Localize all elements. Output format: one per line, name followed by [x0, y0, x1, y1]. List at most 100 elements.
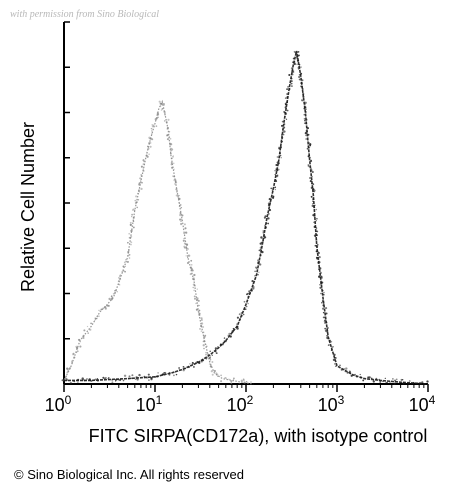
- isotype-data-point: [208, 363, 211, 365]
- sirpa-data-point: [264, 224, 267, 227]
- isotype-data-point: [66, 371, 69, 374]
- sirpa-data-point: [328, 339, 332, 342]
- sirpa-data-point: [293, 60, 296, 64]
- sirpa-data-point: [277, 168, 280, 171]
- sirpa-data-point: [297, 51, 300, 53]
- sirpa-data-point: [286, 101, 289, 104]
- sirpa-data-point: [252, 285, 255, 289]
- isotype-data-point: [67, 370, 70, 373]
- x-tick-label: 103: [318, 393, 345, 415]
- isotype-data-point: [186, 261, 190, 265]
- isotype-data-point: [118, 277, 122, 281]
- sirpa-data-point: [316, 230, 319, 233]
- isotype-data-point: [128, 248, 130, 251]
- sirpa-data-point: [311, 169, 313, 171]
- sirpa-data-point: [314, 244, 317, 247]
- sirpa-data-point: [271, 189, 274, 192]
- sirpa-data-point: [297, 54, 300, 57]
- sirpa-data-point: [154, 375, 157, 378]
- sirpa-data-point: [315, 250, 318, 253]
- sirpa-data-point: [115, 378, 117, 381]
- isotype-data-point: [175, 180, 177, 182]
- sirpa-data-point: [259, 248, 262, 251]
- sirpa-data-point: [306, 147, 309, 150]
- sirpa-data-point: [319, 284, 321, 286]
- sirpa-data-point: [305, 108, 307, 110]
- sirpa-data-point: [260, 236, 263, 239]
- isotype-data-point: [167, 118, 170, 121]
- sirpa-data-point: [318, 255, 321, 259]
- sirpa-data-point: [252, 287, 255, 290]
- isotype-data-point: [165, 121, 168, 124]
- isotype-data-point: [179, 218, 182, 221]
- isotype-data-point: [202, 325, 205, 329]
- isotype-data-point: [161, 102, 164, 105]
- isotype-data-point: [211, 361, 214, 363]
- sirpa-data-point: [77, 381, 79, 383]
- sirpa-data-point: [319, 292, 322, 295]
- sirpa-data-point: [394, 379, 397, 382]
- sirpa-data-point: [396, 378, 398, 380]
- sirpa-data-point: [146, 376, 149, 379]
- sirpa-data-point: [385, 382, 387, 384]
- sirpa-data-point: [297, 68, 300, 70]
- isotype-data-point: [175, 190, 178, 193]
- x-tick-label: 102: [227, 393, 254, 415]
- sirpa-data-point: [324, 327, 327, 330]
- isotype-data-point: [200, 322, 204, 325]
- sirpa-data-point: [311, 183, 313, 185]
- isotype-data-point: [75, 346, 79, 350]
- sirpa-data-point: [258, 261, 260, 263]
- isotype-data-point: [71, 361, 74, 364]
- isotype-data-point: [151, 138, 154, 141]
- sirpa-data-point: [334, 365, 337, 368]
- x-tick-label-exponent: 2: [247, 393, 254, 407]
- sirpa-data-point: [247, 302, 249, 305]
- sirpa-data-point: [290, 85, 293, 88]
- sirpa-data-point: [306, 127, 308, 129]
- sirpa-data-point: [293, 62, 296, 66]
- sirpa-data-point: [240, 312, 243, 314]
- sirpa-data-point: [254, 278, 256, 280]
- sirpa-data-point: [223, 337, 226, 339]
- sirpa-data-point: [258, 271, 260, 273]
- sirpa-data-point: [408, 380, 411, 382]
- isotype-data-point: [95, 317, 98, 320]
- sirpa-data-point: [232, 327, 235, 330]
- isotype-data-point: [205, 351, 207, 354]
- isotype-data-point: [130, 241, 133, 244]
- sirpa-data-point: [333, 357, 336, 359]
- sirpa-data-point: [279, 146, 282, 149]
- sirpa-data-point: [72, 380, 74, 382]
- sirpa-data-point: [281, 120, 284, 123]
- sirpa-data-point: [164, 371, 167, 374]
- sirpa-data-point: [265, 226, 267, 229]
- sirpa-data-point: [304, 103, 306, 105]
- sirpa-data-point: [310, 195, 313, 198]
- sirpa-data-point: [300, 72, 303, 75]
- sirpa-data-point: [281, 124, 283, 127]
- isotype-data-point: [140, 179, 142, 181]
- sirpa-data-point: [264, 215, 267, 218]
- sirpa-data-point: [375, 378, 378, 381]
- isotype-data-point: [183, 232, 185, 234]
- sirpa-data-point: [248, 290, 251, 293]
- isotype-data-point: [140, 187, 143, 191]
- isotype-data-point: [131, 228, 133, 231]
- sirpa-data-point: [326, 331, 329, 333]
- sirpa-data-point: [310, 186, 313, 190]
- isotype-data-point: [127, 255, 129, 257]
- sirpa-data-point: [321, 299, 324, 303]
- sirpa-data-point: [256, 267, 258, 269]
- sirpa-data-point: [345, 367, 348, 370]
- sirpa-data-point: [330, 340, 333, 343]
- sirpa-data-point: [279, 154, 282, 157]
- sirpa-data-point: [421, 381, 424, 384]
- isotype-data-point: [243, 379, 245, 381]
- isotype-data-point: [115, 289, 117, 292]
- sirpa-data-point: [320, 276, 323, 279]
- sirpa-data-point: [308, 166, 310, 168]
- isotype-data-point: [136, 206, 139, 209]
- isotype-data-point: [123, 261, 126, 264]
- isotype-data-point: [202, 344, 205, 347]
